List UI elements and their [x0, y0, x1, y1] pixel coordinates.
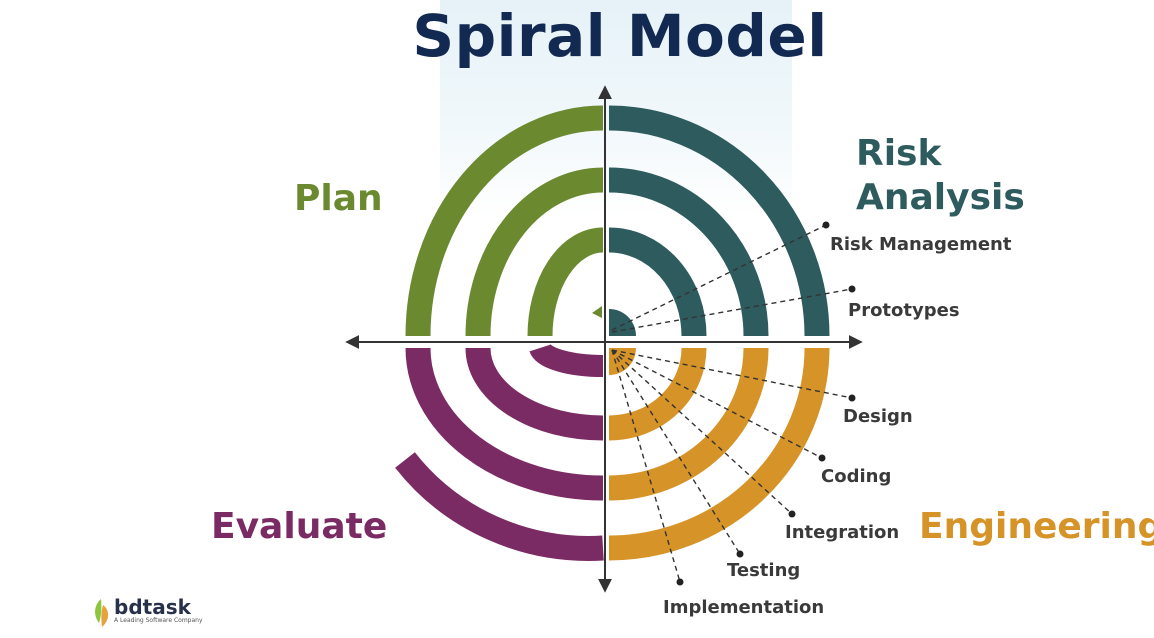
leader-coding — [611, 349, 823, 459]
leader-prototypes — [611, 288, 853, 333]
leader-testing — [611, 349, 741, 555]
logo-name: bdtask — [114, 595, 191, 619]
leader-integration — [611, 349, 793, 515]
label-integration: Integration — [785, 522, 900, 543]
dot-risk-management — [822, 221, 830, 229]
leader-implementation — [611, 349, 681, 583]
quadrant-label-risk-analysis: Risk Analysis — [856, 132, 1025, 220]
risk-arc-inner — [608, 227, 707, 337]
dot-coding — [818, 454, 826, 462]
plan-arc-outer — [405, 105, 604, 337]
plan-arc-inner — [527, 227, 604, 337]
evaluate-arc-small — [529, 343, 604, 378]
engineering-arc-inner — [608, 347, 707, 441]
label-coding: Coding — [821, 466, 892, 487]
leaf-logo-icon — [95, 599, 109, 627]
bdtask-logo: bdtask A Leading Software Company — [90, 597, 203, 629]
logo-tagline: A Leading Software Company — [114, 617, 203, 624]
label-prototypes: Prototypes — [848, 300, 960, 321]
risk-arc-middle — [608, 167, 769, 337]
dot-design — [848, 394, 856, 402]
engineering-arc-middle — [608, 347, 769, 501]
engineering-arc-outer — [608, 347, 830, 561]
engineering-center-quarter — [609, 348, 636, 375]
label-implementation: Implementation — [663, 597, 825, 618]
dot-integration — [788, 510, 796, 518]
plan-center-wedge — [592, 306, 602, 318]
page-title: Spiral Model — [412, 2, 828, 70]
quadrant-label-engineering: Engineering — [919, 506, 1154, 547]
risk-label-line1: Risk — [856, 133, 942, 174]
dot-prototypes — [848, 285, 856, 293]
plan-arc-middle — [465, 167, 604, 337]
risk-arc-outer — [608, 105, 830, 337]
dot-implementation — [676, 578, 684, 586]
evaluate-arc-outer — [395, 452, 604, 561]
risk-center-quarter — [609, 309, 636, 336]
label-testing: Testing — [727, 560, 801, 581]
leader-design — [611, 349, 853, 399]
dot-testing — [736, 550, 744, 558]
quadrant-label-evaluate: Evaluate — [211, 506, 388, 547]
leader-risk-management — [611, 224, 827, 331]
risk-label-line2: Analysis — [856, 177, 1025, 218]
quadrant-label-plan: Plan — [294, 178, 383, 219]
label-design: Design — [843, 406, 913, 427]
evaluate-arc-middle — [405, 347, 604, 501]
evaluate-arc-inner — [465, 347, 604, 441]
label-risk-management: Risk Management — [830, 234, 1012, 255]
